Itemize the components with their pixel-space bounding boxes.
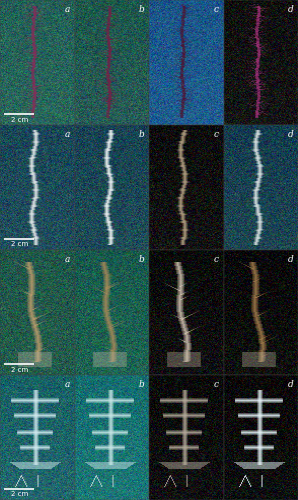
- Text: d: d: [288, 5, 294, 14]
- Text: a: a: [65, 130, 70, 139]
- Text: b: b: [139, 5, 145, 14]
- Text: b: b: [139, 130, 145, 139]
- Text: 2 cm: 2 cm: [11, 116, 28, 122]
- Text: a: a: [65, 5, 70, 14]
- Text: b: b: [139, 380, 145, 389]
- Text: 2 cm: 2 cm: [11, 242, 28, 248]
- Text: d: d: [288, 130, 294, 139]
- Text: a: a: [65, 255, 70, 264]
- Text: 2 cm: 2 cm: [11, 366, 28, 372]
- Text: 2 cm: 2 cm: [11, 492, 28, 498]
- Text: c: c: [214, 380, 219, 389]
- Text: d: d: [288, 380, 294, 389]
- Text: a: a: [65, 380, 70, 389]
- Text: b: b: [139, 255, 145, 264]
- Text: d: d: [288, 255, 294, 264]
- Text: c: c: [214, 5, 219, 14]
- Text: c: c: [214, 255, 219, 264]
- Text: c: c: [214, 130, 219, 139]
